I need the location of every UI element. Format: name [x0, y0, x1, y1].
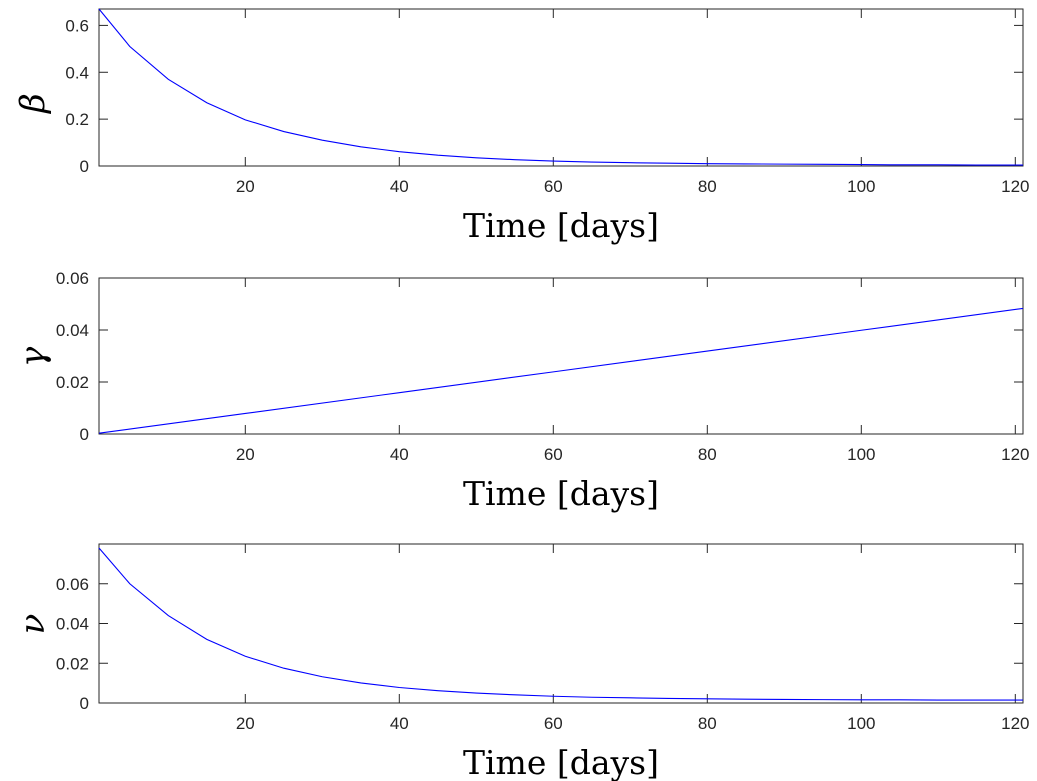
beta-x-tick-label: 120: [1001, 177, 1029, 196]
beta-y-axis-label: β: [13, 93, 53, 115]
gamma-x-tick-label: 60: [544, 445, 563, 464]
nu-axes-box: [98, 543, 1024, 704]
nu-x-tick-label: 20: [236, 714, 255, 733]
gamma-x-tick-label: 100: [847, 445, 875, 464]
nu-series-line: [98, 547, 1023, 701]
beta-y-tick-label: 0: [80, 157, 89, 176]
subplot-gamma: 20 40 60 80 100 120 0 0.02 0.04 0.06 Time [days] γ: [13, 269, 1029, 513]
beta-x-tick-label: 80: [698, 177, 717, 196]
nu-y-tick-label: 0: [80, 694, 89, 713]
gamma-series-line: [98, 307, 1024, 434]
nu-y-axis-label: ν: [13, 614, 53, 635]
nu-x-tick-label: 120: [1001, 714, 1029, 733]
gamma-y-tick-label: 0.02: [56, 373, 89, 392]
beta-y-tick-label: 0.2: [65, 110, 89, 129]
nu-x-tick-label: 60: [544, 714, 563, 733]
gamma-y-tick-label: 0.04: [56, 321, 89, 340]
gamma-x-tick-label: 120: [1001, 445, 1029, 464]
nu-x-tick-label: 100: [847, 714, 875, 733]
gamma-x-tick-label: 80: [698, 445, 717, 464]
nu-x-axis-label: Time [days]: [463, 743, 659, 781]
subplot-nu: 20 40 60 80 100 120 0 0.02 0.04 0.06 Time [days] ν: [13, 543, 1029, 781]
beta-y-tick-label: 0.6: [65, 16, 89, 35]
nu-y-tick-label: 0.02: [56, 654, 89, 673]
gamma-x-axis-label: Time [days]: [463, 474, 659, 513]
subplot-beta: 20 40 60 80 100 120 0 0.2 0.4 0.6 Time [days] β: [13, 8, 1029, 245]
gamma-y-axis-label: γ: [13, 346, 53, 367]
beta-x-tick-label: 100: [847, 177, 875, 196]
gamma-y-tick-label: 0: [80, 425, 89, 444]
nu-x-tick-label: 80: [698, 714, 717, 733]
nu-x-tick-label: 40: [390, 714, 409, 733]
beta-x-tick-label: 60: [544, 177, 563, 196]
nu-y-tick-label: 0.04: [56, 615, 89, 634]
beta-y-tick-label: 0.4: [65, 63, 89, 82]
gamma-axes-box: [98, 277, 1024, 435]
beta-x-tick-label: 20: [236, 177, 255, 196]
beta-x-axis-label: Time [days]: [463, 206, 659, 245]
nu-y-tick-label: 0.06: [56, 575, 89, 594]
gamma-x-tick-label: 40: [390, 445, 409, 464]
beta-axes-box: [98, 8, 1024, 167]
beta-x-tick-label: 40: [390, 177, 409, 196]
gamma-x-tick-label: 20: [236, 445, 255, 464]
beta-series-line: [98, 8, 1023, 166]
gamma-y-tick-label: 0.06: [56, 269, 89, 288]
